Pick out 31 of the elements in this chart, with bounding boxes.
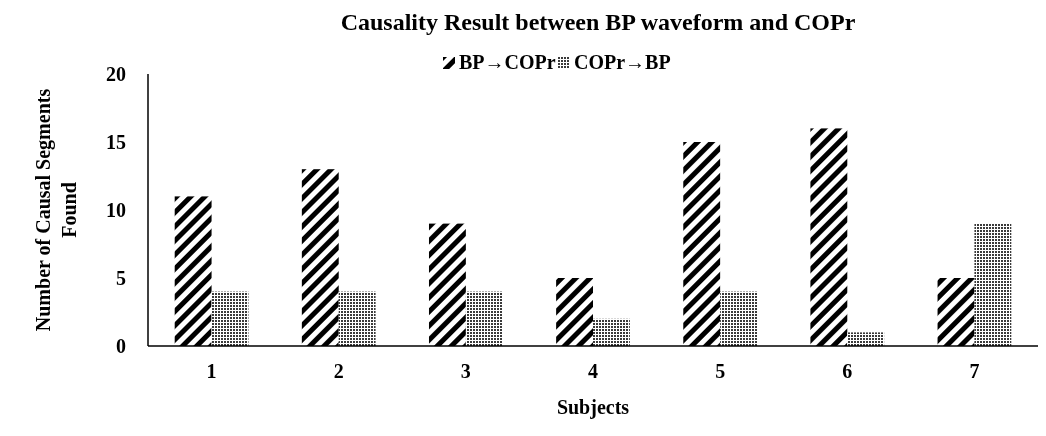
bar — [974, 223, 1012, 346]
chart-title: Causality Result between BP waveform and COPr — [340, 9, 856, 35]
x-tick-label: 4 — [588, 360, 598, 382]
x-axis-title: Subjects — [556, 396, 630, 419]
y-tick-label: 20 — [106, 63, 126, 85]
bar — [465, 291, 503, 346]
x-tick-label: 5 — [715, 360, 726, 382]
bar — [937, 278, 975, 346]
bar — [810, 128, 848, 346]
x-tick-label: 6 — [842, 360, 853, 382]
bar — [556, 278, 593, 346]
legend-label: COPr→BP — [574, 51, 671, 73]
bar — [683, 142, 721, 346]
y-tick-label: 0 — [116, 335, 126, 357]
bar — [847, 332, 885, 346]
y-tick-label: 5 — [116, 267, 126, 289]
bar — [428, 223, 466, 346]
y-axis-title: Number of Causal Segments Found — [32, 88, 80, 332]
y-tick-label: 10 — [106, 199, 126, 221]
bar — [338, 291, 376, 346]
bar — [593, 318, 630, 346]
x-tick-label: 3 — [460, 360, 471, 382]
bar — [301, 169, 339, 346]
x-tick-label: 7 — [969, 360, 980, 382]
bar — [211, 291, 249, 346]
bar — [720, 291, 758, 346]
y-tick-label: 15 — [106, 131, 126, 153]
x-tick-label: 2 — [333, 360, 344, 382]
bar — [174, 196, 212, 346]
x-tick-label: 1 — [206, 360, 217, 382]
legend-label: BP→COPr — [459, 51, 556, 73]
